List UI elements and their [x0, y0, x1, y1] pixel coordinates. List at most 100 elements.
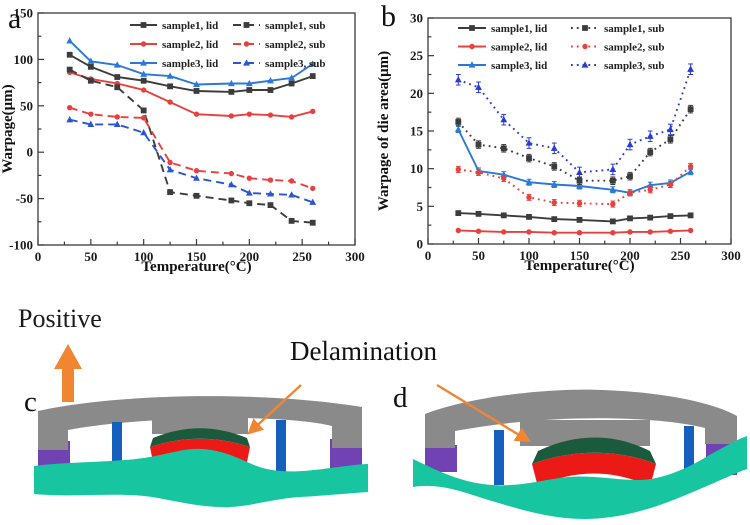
marker-square: [687, 212, 694, 219]
marker-triangle: [140, 70, 148, 77]
marker-triangle: [687, 65, 694, 72]
legend-label: sample2, sub: [265, 39, 326, 51]
marker-triangle: [626, 140, 634, 148]
marker-square: [228, 88, 235, 95]
marker-square: [288, 80, 295, 87]
marker-square: [267, 202, 274, 208]
marker-circle: [140, 87, 147, 93]
series-line: [458, 212, 691, 223]
marker-triangle: [609, 186, 617, 193]
marker-square: [455, 210, 462, 217]
marker-triangle: [87, 120, 95, 127]
marker-square: [551, 163, 558, 170]
legend-label: sample1, lid: [491, 23, 547, 35]
marker-square: [140, 77, 147, 84]
marker-circle: [455, 166, 461, 173]
x-tick-label: 250: [671, 248, 691, 263]
marker-square: [87, 63, 94, 70]
marker-triangle: [87, 57, 95, 64]
marker-square: [309, 219, 316, 226]
substrate-c: [34, 448, 368, 508]
panel-label-c: c: [24, 386, 37, 418]
y-tick-label: 20: [410, 86, 423, 101]
marker-triangle: [309, 198, 317, 205]
marker-square: [193, 192, 200, 199]
marker-triangle: [550, 180, 558, 188]
positive-direction-arrow-icon: [54, 344, 82, 402]
marker-square: [140, 107, 147, 114]
x-tick-label: 0: [425, 248, 432, 263]
y-tick-label: 0: [417, 237, 424, 252]
positive-label: Positive: [18, 304, 102, 333]
marker-square: [167, 189, 173, 196]
marker-square: [609, 177, 616, 184]
marker-circle: [288, 178, 295, 184]
y-tick-label: 15: [410, 124, 424, 139]
y-tick-label: 150: [14, 6, 34, 21]
marker-triangle: [267, 77, 274, 84]
marker-circle: [193, 168, 200, 174]
y-tick-label: -50: [16, 191, 33, 206]
marker-square: [500, 145, 507, 152]
marker-circle: [627, 229, 633, 235]
marker-circle: [228, 113, 235, 119]
x-tick-label: 150: [570, 248, 590, 263]
series-line: [457, 129, 692, 194]
series-sample1-sub: [66, 66, 316, 226]
marker-square: [475, 141, 482, 148]
marker-square: [647, 149, 654, 155]
package-cross-section-diagrams: [34, 344, 747, 519]
lid-c: [38, 396, 362, 450]
marker-circle: [647, 229, 653, 235]
marker-square: [627, 215, 633, 222]
series-sample2-sub: [67, 104, 316, 192]
support-bar-right-d: [684, 426, 694, 481]
substrate-d: [413, 436, 747, 519]
marker-triangle: [581, 61, 589, 68]
marker-triangle: [245, 189, 253, 196]
legend-label: sample1, sub: [604, 23, 665, 35]
marker-triangle: [140, 59, 147, 66]
marker-triangle: [227, 180, 235, 188]
axes: 0 50 100 150 200 250 300-100-50050100150Temper…: [0, 6, 365, 276]
marker-triangle: [66, 37, 74, 44]
tim-layer-c: [150, 428, 250, 447]
marker-triangle: [646, 132, 654, 139]
legend-label: sample1, sub: [265, 20, 326, 32]
series-sample2-lid: [67, 69, 316, 120]
y-axis-label: Warpage of die area(μm): [376, 51, 392, 211]
delamination-label: Delamination: [290, 336, 437, 366]
marker-triangle: [475, 83, 482, 90]
marker-circle: [167, 159, 173, 166]
legend-label: sample2, lid: [162, 39, 218, 51]
marker-circle: [582, 43, 588, 50]
marker-triangle: [245, 79, 253, 87]
marker-square: [667, 213, 674, 220]
series-sample2-lid: [455, 227, 694, 236]
marker-circle: [228, 170, 235, 177]
marker-triangle: [667, 125, 674, 133]
series-line: [458, 229, 691, 234]
marker-square: [609, 218, 616, 225]
marker-triangle: [454, 125, 462, 133]
series-sample1-lid: [66, 51, 316, 95]
marker-square: [687, 106, 694, 113]
marker-square: [475, 210, 482, 217]
marker-triangle: [288, 74, 295, 81]
diagram-c: [34, 396, 368, 508]
marker-square: [193, 88, 200, 94]
y-tick-label: 50: [20, 98, 33, 113]
x-axis-label: Temperature(°C): [524, 258, 634, 274]
x-tick-label: 200: [620, 248, 640, 263]
legend-label: sample3, sub: [265, 58, 326, 70]
die-d: [532, 452, 656, 487]
delamination-pointer-right-icon: [436, 383, 531, 443]
marker-circle: [687, 227, 694, 234]
legend-label: sample3, lid: [162, 58, 218, 70]
series-sample1-sub: [455, 104, 694, 185]
legend-label: sample2, sub: [604, 42, 665, 54]
support-bar-right-c: [276, 420, 286, 474]
series-line: [69, 68, 313, 224]
marker-square: [66, 66, 73, 73]
marker-circle: [551, 230, 557, 236]
